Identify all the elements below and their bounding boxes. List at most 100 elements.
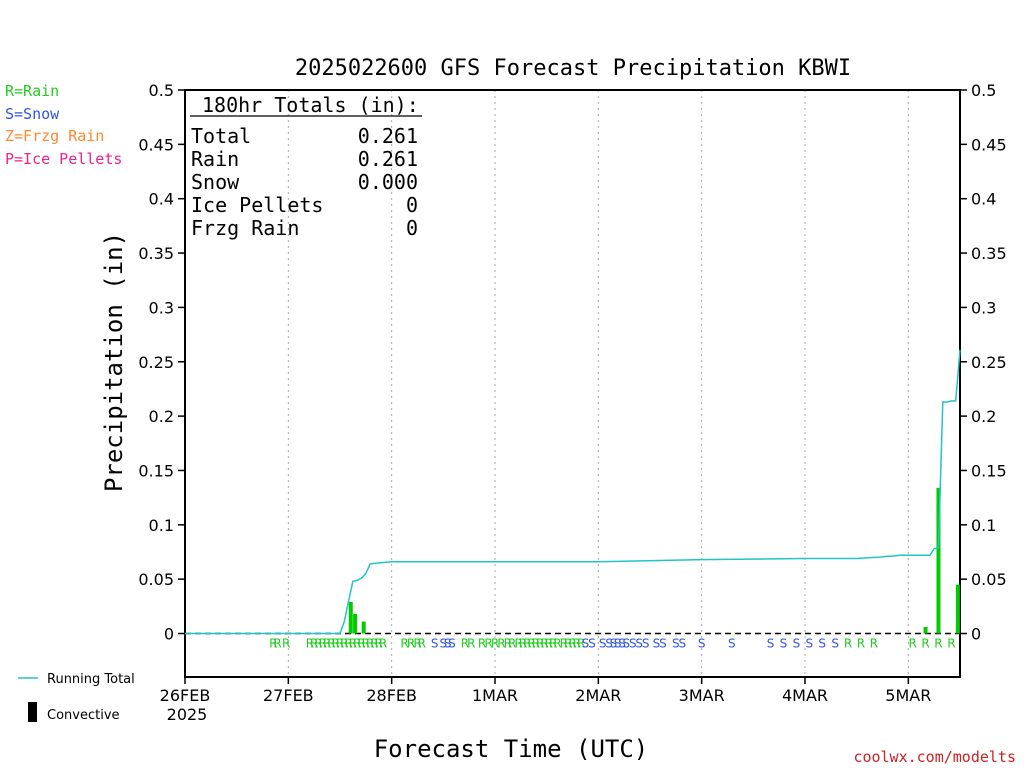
precip-type-marker: R: [560, 637, 568, 651]
totals-row-value: 0.261: [358, 124, 418, 148]
precip-type-marker: S: [805, 637, 813, 651]
precip-type-marker: S: [780, 637, 788, 651]
running-total-line: [185, 349, 961, 635]
vertical-gridlines: [287, 90, 909, 677]
precip-type-marker: S: [629, 637, 637, 651]
precip-type-marker: S: [599, 637, 607, 651]
precip-type-marker: R: [504, 637, 512, 651]
y-tick-label-left: 0: [164, 625, 174, 644]
totals-row-value: 0.000: [358, 170, 418, 194]
y-tick-label-right: 0.3: [971, 298, 996, 317]
y-tick-label-left: 0.4: [149, 190, 174, 209]
precip-type-marker: R: [515, 637, 523, 651]
y-tick-label-left: 0.2: [149, 407, 174, 426]
precip-type-marker: R: [527, 637, 535, 651]
y-tick-label-right: 0.25: [971, 353, 1007, 372]
totals-row-value: 0: [406, 216, 418, 240]
y-tick-label-left: 0.15: [138, 461, 174, 480]
precip-type-marker: R: [921, 637, 929, 651]
precip-type-marker: S: [444, 637, 452, 651]
precip-type-marker: R: [467, 637, 475, 651]
y-tick-label-left: 0.1: [149, 516, 174, 535]
precip-type-marker: R: [536, 637, 544, 651]
precip-type-marker: R: [362, 637, 370, 651]
precip-type-marker: S: [440, 637, 448, 651]
x-tick-label: 5MAR: [885, 686, 931, 705]
legend-rain: R=Rain: [5, 82, 59, 100]
precip-type-marker: R: [327, 637, 335, 651]
x-axis-title: Forecast Time (UTC): [374, 735, 649, 763]
precip-type-marker: R: [375, 637, 383, 651]
precip-type-marker: R: [478, 637, 486, 651]
precip-type-marker: S: [623, 637, 631, 651]
y-tick-label-right: 0.1: [971, 516, 996, 535]
legend-ice-pellets: P=Ice Pellets: [5, 150, 122, 168]
precip-type-marker: S: [678, 637, 686, 651]
precip-type-marker: R: [508, 637, 516, 651]
precip-type-marker: R: [461, 637, 469, 651]
precip-type-marker: R: [366, 637, 374, 651]
precip-type-marker: S: [588, 637, 596, 651]
precip-type-marker: R: [413, 637, 421, 651]
y-tick-label-left: 0.45: [138, 135, 174, 154]
precip-type-marker: S: [582, 637, 590, 651]
precip-type-marker: R: [484, 637, 492, 651]
convective-bar: [353, 613, 358, 634]
precip-type-marker: R: [306, 637, 314, 651]
precip-type-marker: S: [614, 637, 622, 651]
y-tick-label-right: 0.45: [971, 135, 1007, 154]
ptype-legend: R=Rain S=Snow Z=Frzg Rain P=Ice Pellets: [5, 82, 122, 168]
precip-type-marker: S: [728, 637, 736, 651]
credit-text: coolwx.com/modelts: [853, 748, 1016, 766]
precip-type-marker: S: [642, 637, 650, 651]
totals-row-label: Frzg Rain: [191, 216, 299, 240]
precip-type-marker: R: [344, 637, 352, 651]
precip-type-marker: R: [310, 637, 318, 651]
precip-type-marker: R: [577, 637, 585, 651]
precip-type-marker: S: [793, 637, 801, 651]
x-tick-label: 2MAR: [575, 686, 621, 705]
precip-type-marker: R: [407, 637, 415, 651]
x-tick-label: 27FEB: [263, 686, 314, 705]
x-tick-label: 1MAR: [472, 686, 518, 705]
convective-legend-label: Convective: [47, 708, 120, 723]
y-tick-label-right: 0.05: [971, 570, 1007, 589]
convective-bar: [348, 601, 353, 634]
totals-row-label: Rain: [191, 147, 239, 171]
precip-type-marker: R: [564, 637, 572, 651]
totals-row-label: Ice Pellets: [191, 193, 323, 217]
precip-type-marker: S: [448, 637, 456, 651]
precip-type-marker: R: [573, 637, 581, 651]
precip-type-marker: R: [844, 637, 852, 651]
convective-bar: [936, 487, 941, 634]
precip-type-marker: R: [379, 637, 387, 651]
convective-bar: [361, 621, 366, 634]
precip-type-marker: S: [818, 637, 826, 651]
precip-type-marker: S: [431, 637, 439, 651]
y-tick-label-right: 0.15: [971, 461, 1007, 480]
precip-type-marker: S: [618, 637, 626, 651]
x-tick-year-label: 2025: [167, 705, 208, 724]
running-total-legend-label: Running Total: [47, 672, 135, 687]
legend-snow: S=Snow: [5, 105, 60, 123]
y-tick-label-right: 0.4: [971, 190, 996, 209]
precip-type-marker: R: [545, 637, 553, 651]
y-tick-label-right: 0.35: [971, 244, 1007, 263]
precip-type-marker: R: [857, 637, 865, 651]
precip-type-marker: R: [540, 637, 548, 651]
precip-type-marker: S: [610, 637, 618, 651]
precip-type-marker: R: [523, 637, 531, 651]
totals-row-value: 0: [406, 193, 418, 217]
precip-type-marker: S: [635, 637, 643, 651]
totals-header: 180hr Totals (in):: [202, 93, 419, 117]
precip-type-marker: R: [549, 637, 557, 651]
precip-type-marker: R: [532, 637, 540, 651]
precip-type-marker: R: [418, 637, 426, 651]
precip-type-marker: R: [314, 637, 322, 651]
precip-type-marker: R: [336, 637, 344, 651]
precip-type-marker: S: [831, 637, 839, 651]
convective-bar: [955, 584, 960, 634]
